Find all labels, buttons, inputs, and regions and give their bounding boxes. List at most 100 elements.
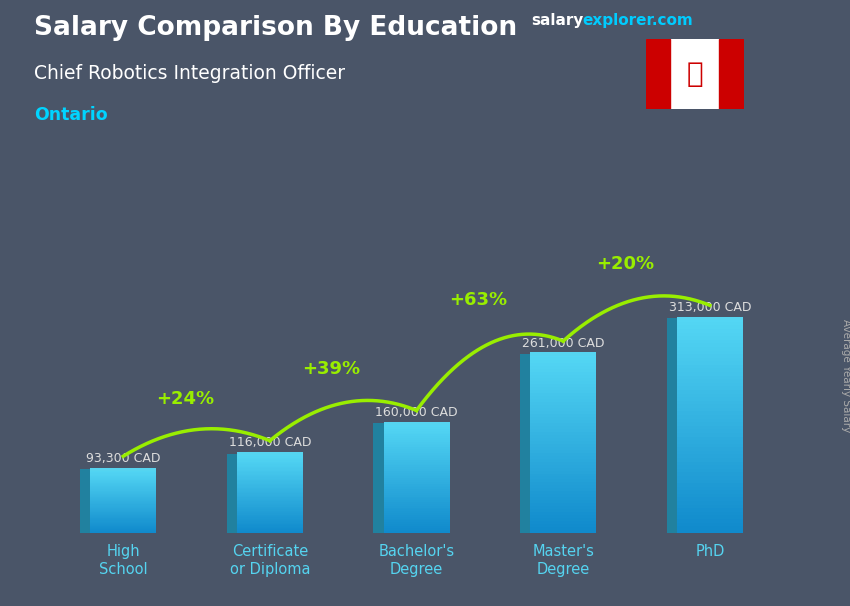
Bar	[677, 479, 743, 483]
Bar	[383, 482, 450, 484]
Bar	[80, 469, 90, 533]
Bar	[530, 441, 596, 444]
Bar	[237, 516, 303, 518]
Bar	[237, 487, 303, 488]
Bar	[90, 483, 156, 484]
Bar	[90, 515, 156, 516]
Bar	[677, 515, 743, 519]
Bar	[383, 424, 450, 425]
Bar	[677, 347, 743, 350]
Bar	[530, 482, 596, 485]
Bar	[530, 504, 596, 507]
Bar	[530, 465, 596, 468]
Bar	[383, 511, 450, 513]
Bar	[90, 514, 156, 515]
Bar	[677, 329, 743, 333]
Bar	[237, 479, 303, 480]
Bar	[530, 476, 596, 479]
Bar	[383, 456, 450, 458]
Bar	[90, 477, 156, 478]
Bar	[383, 454, 450, 456]
Bar	[90, 526, 156, 527]
Bar	[90, 530, 156, 531]
Bar	[90, 510, 156, 511]
Bar	[530, 453, 596, 456]
Bar	[677, 458, 743, 462]
Bar	[677, 436, 743, 440]
Bar	[383, 447, 450, 449]
Bar	[677, 368, 743, 372]
Bar	[383, 506, 450, 508]
Bar	[90, 476, 156, 477]
Bar	[237, 522, 303, 524]
Bar	[530, 378, 596, 381]
Bar	[677, 512, 743, 515]
Bar	[90, 502, 156, 504]
Bar	[237, 519, 303, 520]
Bar	[237, 464, 303, 465]
Bar	[237, 494, 303, 496]
Bar	[383, 485, 450, 487]
Text: 93,300 CAD: 93,300 CAD	[86, 452, 161, 465]
Bar	[90, 531, 156, 532]
Bar	[383, 517, 450, 519]
Bar	[677, 469, 743, 472]
Bar	[530, 521, 596, 524]
Bar	[530, 408, 596, 411]
Text: 160,000 CAD: 160,000 CAD	[375, 406, 458, 419]
Bar	[383, 528, 450, 530]
Bar	[90, 496, 156, 497]
Bar	[520, 354, 530, 533]
Bar	[90, 488, 156, 490]
Bar	[677, 462, 743, 465]
Bar	[90, 516, 156, 518]
Bar	[677, 325, 743, 329]
Bar	[530, 405, 596, 408]
Text: Average Yearly Salary: Average Yearly Salary	[841, 319, 850, 432]
Bar	[237, 476, 303, 478]
Bar	[383, 495, 450, 497]
Bar	[383, 431, 450, 433]
Bar	[530, 393, 596, 396]
Bar	[677, 476, 743, 479]
Bar	[237, 510, 303, 511]
Bar	[677, 490, 743, 494]
Bar	[530, 507, 596, 510]
Text: +63%: +63%	[449, 291, 507, 309]
Bar	[677, 387, 743, 390]
Bar	[677, 415, 743, 419]
Bar	[530, 488, 596, 491]
Text: Chief Robotics Integration Officer: Chief Robotics Integration Officer	[34, 64, 345, 82]
Bar	[383, 501, 450, 502]
Bar	[677, 344, 743, 347]
Bar	[383, 515, 450, 517]
Bar	[90, 498, 156, 499]
Text: +24%: +24%	[156, 390, 214, 408]
Bar	[530, 420, 596, 423]
Bar	[90, 486, 156, 487]
Text: Salary Comparison By Education: Salary Comparison By Education	[34, 15, 517, 41]
Bar	[383, 440, 450, 442]
Bar	[677, 444, 743, 447]
Bar	[237, 480, 303, 482]
Bar	[90, 527, 156, 528]
Bar	[90, 473, 156, 474]
Bar	[90, 505, 156, 507]
Bar	[530, 372, 596, 375]
Bar	[677, 372, 743, 376]
Bar	[90, 493, 156, 494]
Bar	[237, 490, 303, 491]
Bar	[677, 501, 743, 505]
Bar	[383, 508, 450, 510]
Bar	[237, 491, 303, 492]
Bar	[383, 467, 450, 469]
Bar	[237, 504, 303, 505]
Bar	[677, 454, 743, 458]
Bar	[90, 495, 156, 496]
Bar	[677, 447, 743, 451]
Bar	[383, 487, 450, 489]
Bar	[530, 366, 596, 369]
Bar	[677, 361, 743, 365]
Bar	[90, 508, 156, 510]
Bar	[383, 427, 450, 429]
